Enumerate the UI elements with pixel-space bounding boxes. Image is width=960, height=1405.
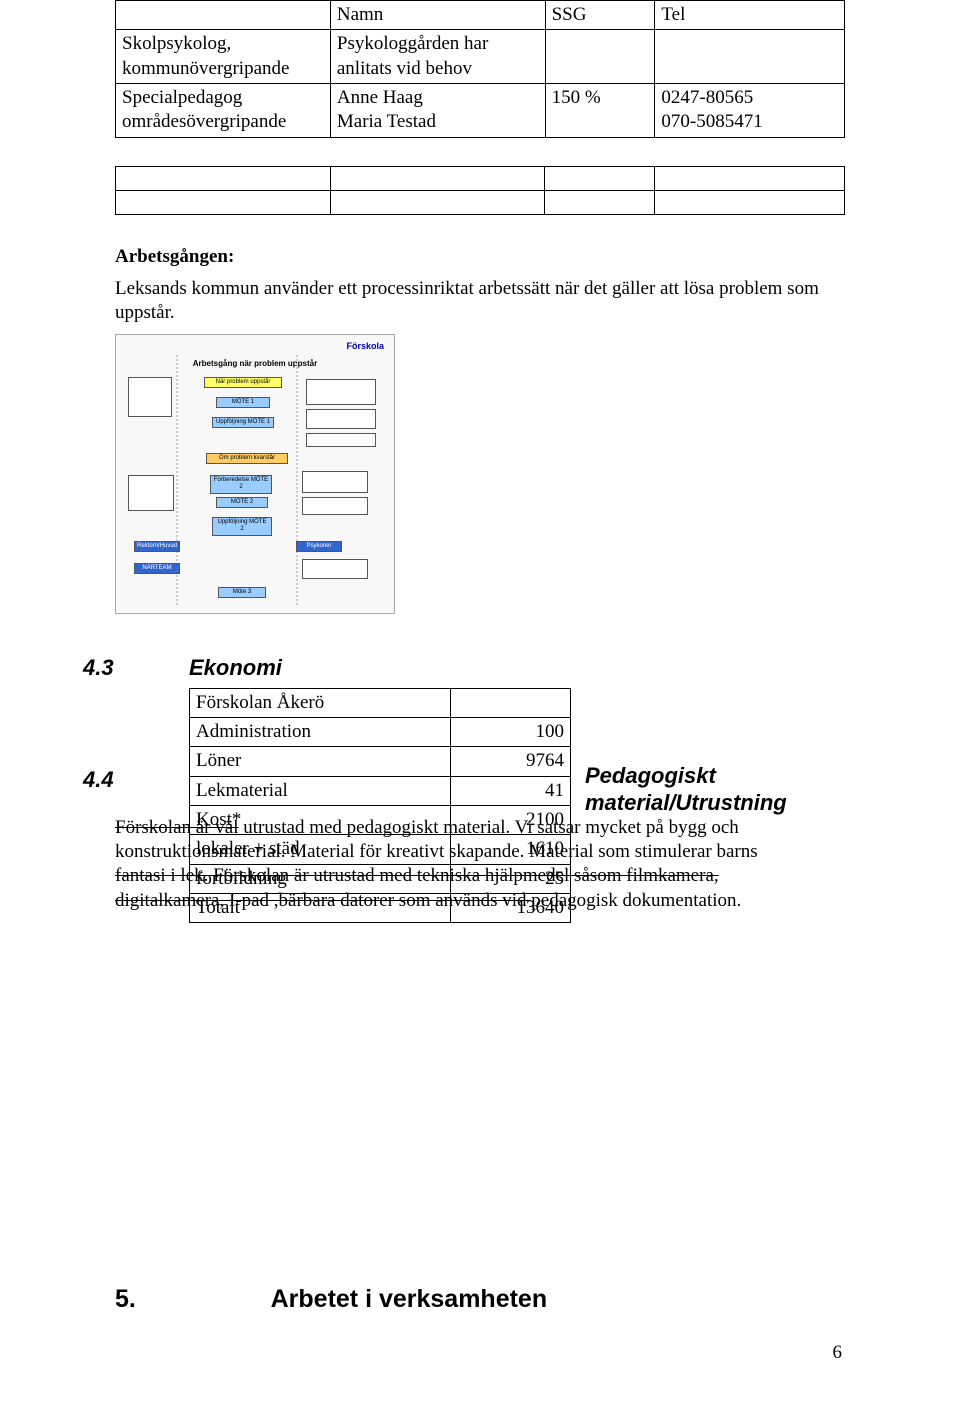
heading-4-3-num: 4.3 <box>83 654 114 682</box>
flow-node: NÄRTEAM <box>134 563 180 575</box>
para-strike: Förskolan är väl <box>115 817 238 838</box>
table-row: Specialpedagog områdesövergripande Anne … <box>116 83 845 137</box>
heading-4-4-num: 4.4 <box>83 766 114 794</box>
staff-tel: 0247-80565 070-5085471 <box>655 83 845 137</box>
para-text: utrustad med pedagogiskt material. Vi sa… <box>238 817 738 838</box>
ekonomi-label: Löner <box>190 747 451 776</box>
staff-header-ssg: SSG <box>545 1 655 30</box>
flow-node <box>302 471 368 493</box>
heading-4-4-line: material/Utrustning <box>585 790 787 815</box>
flow-node: MÖTE 2 <box>216 497 268 509</box>
flow-node: Om problem kvarstår <box>206 453 288 465</box>
flow-node <box>306 433 376 447</box>
ekonomi-value: 41 <box>450 776 570 805</box>
flow-node: Psykoner <box>296 541 342 553</box>
ekonomi-title: Förskolan Åkerö <box>190 688 451 717</box>
para-strike: fantasi i lek. <box>115 865 208 886</box>
staff-role: Skolpsykolog, kommunövergripande <box>116 30 331 84</box>
flow-node: Möte 3 <box>218 587 266 599</box>
staff-name: Anne Haag Maria Testad <box>330 83 545 137</box>
flow-node <box>306 379 376 405</box>
para-text: konstruktionsmaterial. Material för krea… <box>115 841 758 862</box>
staff-tel <box>655 30 845 84</box>
flow-node <box>128 377 172 417</box>
flow-node <box>302 559 368 579</box>
table-row: Löner9764 <box>190 747 571 776</box>
flow-node: Uppföljning MÖTE 2 <box>212 517 272 536</box>
staff-header-namn: Namn <box>330 1 545 30</box>
table-row: Administration100 <box>190 718 571 747</box>
page-number: 6 <box>833 1341 843 1365</box>
flow-node: Uppföljning MÖTE 1 <box>212 417 274 429</box>
table-row: Skolpsykolog, kommunövergripande Psykolo… <box>116 30 845 84</box>
arbetsgangen-heading: Arbetsgången: <box>115 245 845 269</box>
flow-node <box>128 475 174 511</box>
heading-5-text: Arbetet i verksamheten <box>271 1283 548 1315</box>
flowchart-corner-label: Förskola <box>346 341 384 353</box>
staff-name-line: Anne Haag <box>337 87 423 108</box>
staff-ssg <box>545 30 655 84</box>
flow-node: När problem uppstår <box>204 377 282 389</box>
flowchart-thumbnail: Förskola Arbetsgång när problem uppstår … <box>115 334 395 614</box>
staff-header-tel: Tel <box>655 1 845 30</box>
flow-node: Förberedelse MÖTE 2 <box>210 475 272 494</box>
ekonomi-overlap-region: Förskolan Åkerö Administration100 Löner9… <box>115 688 845 938</box>
heading-4-3-text: Ekonomi <box>189 655 282 680</box>
heading-4-4-text: Pedagogiskt material/Utrustning <box>585 762 787 817</box>
arbetsgangen-paragraph: Leksands kommun använder ett processinri… <box>115 277 845 326</box>
flow-node: Rektorn/Huvud <box>134 541 180 553</box>
staff-tel-line: 070-5085471 <box>661 111 762 132</box>
staff-name-line: Maria Testad <box>337 111 436 132</box>
ekonomi-value: 9764 <box>450 747 570 776</box>
ekonomi-label: Lekmaterial <box>190 776 451 805</box>
flow-node <box>306 409 376 429</box>
staff-table: Namn SSG Tel Skolpsykolog, kommunövergri… <box>115 0 845 138</box>
para-strike: Förskolan är utrustad med tekniska hjälp… <box>208 865 718 886</box>
ekonomi-value: 100 <box>450 718 570 747</box>
para-strike: digitalkamera, I-pad ,bärbara datorer so… <box>115 890 531 911</box>
flowchart-title: Arbetsgång när problem uppstår <box>193 359 317 369</box>
heading-4-4-line: Pedagogiskt <box>585 763 716 788</box>
flow-node <box>302 497 368 515</box>
staff-ssg: 150 % <box>545 83 655 137</box>
ekonomi-label: Administration <box>190 718 451 747</box>
staff-role: Specialpedagog områdesövergripande <box>116 83 331 137</box>
heading-5: 5. Arbetet i verksamheten <box>115 1283 547 1315</box>
staff-table-empty <box>115 166 845 215</box>
staff-name: Psykologgården har anlitats vid behov <box>330 30 545 84</box>
heading-5-num: 5. <box>115 1283 136 1315</box>
heading-4-3: 4.3 Ekonomi <box>115 654 845 682</box>
table-row: Lekmaterial41 <box>190 776 571 805</box>
staff-header-blank <box>116 1 331 30</box>
staff-tel-line: 0247-80565 <box>661 87 753 108</box>
section-4-4-paragraph: Förskolan är väl utrustad med pedagogisk… <box>115 816 855 913</box>
para-text: pedagogisk dokumentation. <box>531 890 741 911</box>
flow-node: MÖTE 1 <box>216 397 270 409</box>
